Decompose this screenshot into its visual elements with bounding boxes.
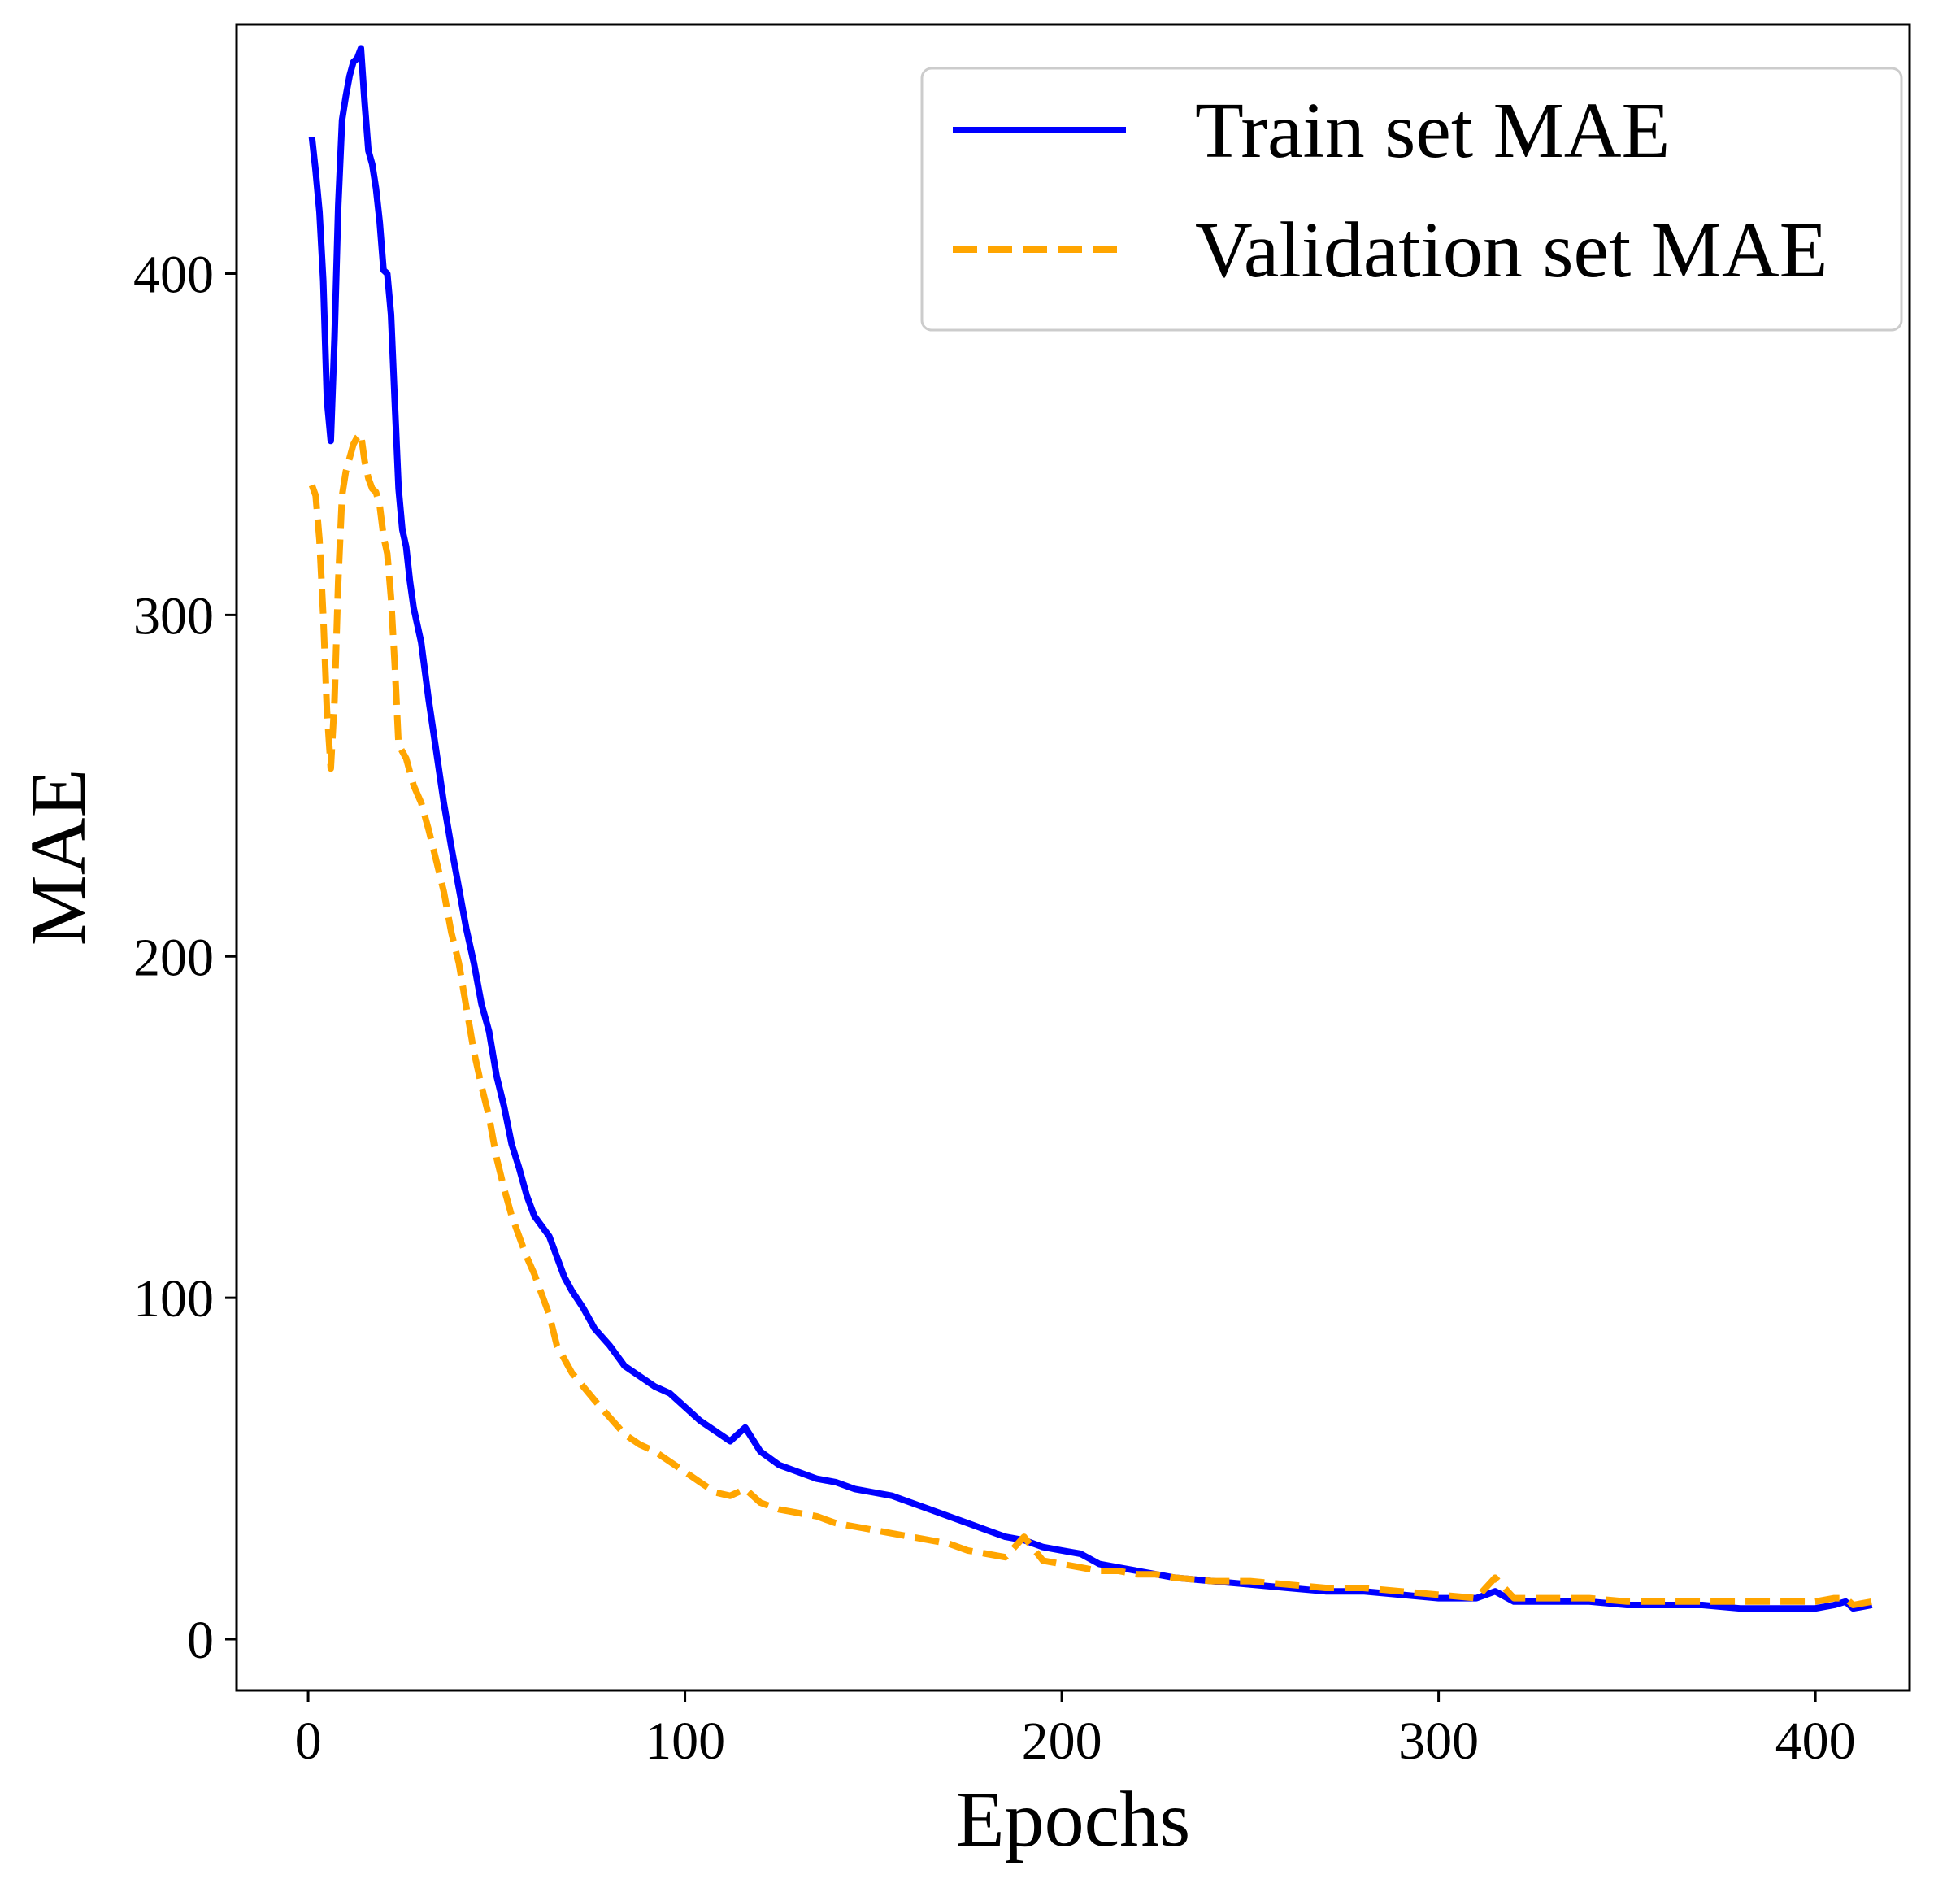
x-axis: 0 100 200 300 400 (295, 1690, 1856, 1771)
plot-frame (235, 23, 1911, 1692)
x-tick-label: 100 (645, 1712, 725, 1771)
y-tick-label: 200 (133, 928, 214, 987)
legend-box (920, 67, 1903, 332)
y-axis-title: MAE (15, 769, 102, 946)
series-line-train (308, 45, 1873, 1612)
legend: Train set MAE Validation set MAE (920, 67, 1903, 332)
y-tick-label: 400 (133, 246, 214, 305)
x-tick-label: 200 (1022, 1712, 1102, 1771)
x-tick-label: 300 (1398, 1712, 1479, 1771)
series-line-validation (308, 430, 1873, 1608)
x-tick-label: 400 (1775, 1712, 1856, 1771)
legend-label-validation: Validation set MAE (1195, 207, 1827, 294)
y-axis: 0 100 200 300 400 (133, 246, 237, 1670)
y-tick-label: 100 (133, 1269, 214, 1329)
legend-label-train: Train set MAE (1195, 87, 1670, 175)
x-tick-label: 0 (295, 1712, 322, 1771)
y-tick-label: 300 (133, 586, 214, 646)
series-layer (308, 45, 1873, 1612)
x-axis-title: Epochs (956, 1776, 1191, 1864)
y-tick-label: 0 (187, 1611, 214, 1670)
